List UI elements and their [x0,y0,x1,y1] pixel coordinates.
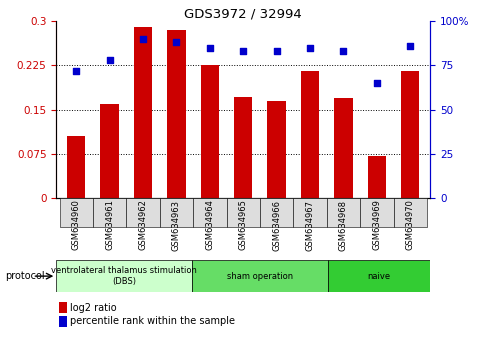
FancyBboxPatch shape [327,260,429,292]
Bar [367,156,385,198]
Point [205,45,213,51]
Text: GSM634965: GSM634965 [238,200,247,250]
Point [139,36,147,42]
Point [305,45,313,51]
Text: GSM634960: GSM634960 [72,200,81,250]
Bar [167,30,185,198]
Text: ventrolateral thalamus stimulation
(DBS): ventrolateral thalamus stimulation (DBS) [51,267,197,286]
Text: GSM634967: GSM634967 [305,200,314,251]
Text: GSM634962: GSM634962 [138,200,147,250]
Text: GSM634961: GSM634961 [105,200,114,250]
Text: GSM634966: GSM634966 [272,200,281,251]
Point [372,80,380,86]
Point [239,48,246,54]
Point [406,43,413,49]
Bar [200,65,219,198]
Text: log2 ratio: log2 ratio [70,303,117,313]
Text: GSM634969: GSM634969 [372,200,381,250]
Text: GSM634970: GSM634970 [405,200,414,250]
FancyBboxPatch shape [393,198,426,227]
Bar [300,72,319,198]
FancyBboxPatch shape [226,198,260,227]
Bar [267,101,285,198]
Bar [134,27,152,198]
Bar [334,98,352,198]
Title: GDS3972 / 32994: GDS3972 / 32994 [184,7,302,20]
Point [272,48,280,54]
Text: protocol: protocol [5,271,44,281]
Point [339,48,346,54]
FancyBboxPatch shape [293,198,326,227]
Text: GSM634964: GSM634964 [205,200,214,250]
FancyBboxPatch shape [93,198,126,227]
FancyBboxPatch shape [193,198,226,227]
FancyBboxPatch shape [56,260,192,292]
Bar [234,97,252,198]
FancyBboxPatch shape [360,198,393,227]
FancyBboxPatch shape [326,198,360,227]
Point [172,40,180,45]
FancyBboxPatch shape [192,260,327,292]
FancyBboxPatch shape [126,198,160,227]
Point [72,68,80,74]
Bar [101,104,119,198]
Bar [67,136,85,198]
Point [105,57,113,63]
FancyBboxPatch shape [60,198,93,227]
Text: sham operation: sham operation [227,272,293,281]
Text: GSM634963: GSM634963 [172,200,181,251]
Text: naive: naive [367,272,390,281]
FancyBboxPatch shape [160,198,193,227]
Text: percentile rank within the sample: percentile rank within the sample [70,316,235,326]
Text: GSM634968: GSM634968 [338,200,347,251]
Bar [400,72,419,198]
FancyBboxPatch shape [260,198,293,227]
